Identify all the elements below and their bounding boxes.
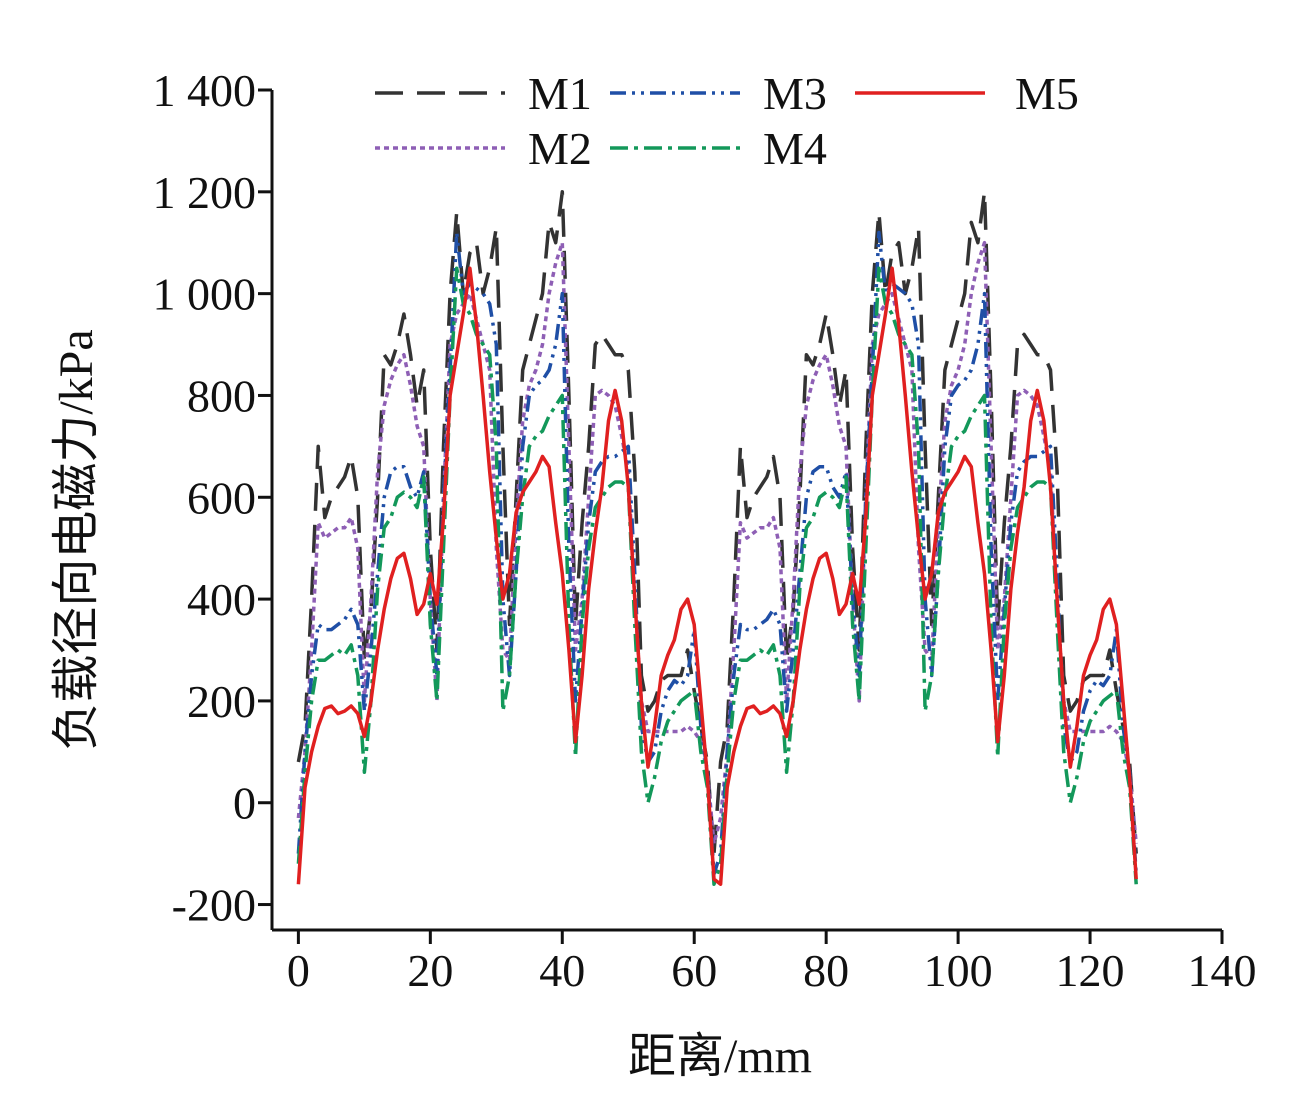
- legend-label: M4: [763, 123, 827, 174]
- y-tick-label: 400: [187, 574, 256, 625]
- y-tick-label: 1 000: [153, 269, 257, 320]
- y-tick-label: 800: [187, 370, 256, 421]
- y-tick-label: 200: [187, 676, 256, 727]
- legend-label: M5: [1015, 68, 1079, 119]
- x-tick-label: 0: [287, 945, 310, 996]
- x-tick-label: 20: [407, 945, 453, 996]
- series-line: [296, 240, 1138, 846]
- y-tick-label: 0: [233, 778, 256, 829]
- legend-label: M1: [528, 68, 592, 119]
- y-tick-label: -200: [172, 880, 256, 931]
- x-tick-label: 100: [924, 945, 993, 996]
- series-line: [296, 230, 1138, 876]
- x-tick-label: 140: [1188, 945, 1257, 996]
- x-tick-label: 40: [539, 945, 585, 996]
- x-tick-label: 60: [671, 945, 717, 996]
- y-tick-label: 1 400: [153, 65, 257, 116]
- x-tick-label: 80: [803, 945, 849, 996]
- y-tick-label: 1 200: [153, 167, 257, 218]
- x-axis-label: 距离/mm: [628, 1030, 812, 1083]
- y-axis-label: 负载径向电磁力/kPa: [50, 329, 103, 750]
- series-line: [296, 266, 1138, 886]
- y-tick-label: 600: [187, 472, 256, 523]
- legend-label: M2: [528, 123, 592, 174]
- legend-label: M3: [763, 68, 827, 119]
- x-tick-label: 120: [1056, 945, 1125, 996]
